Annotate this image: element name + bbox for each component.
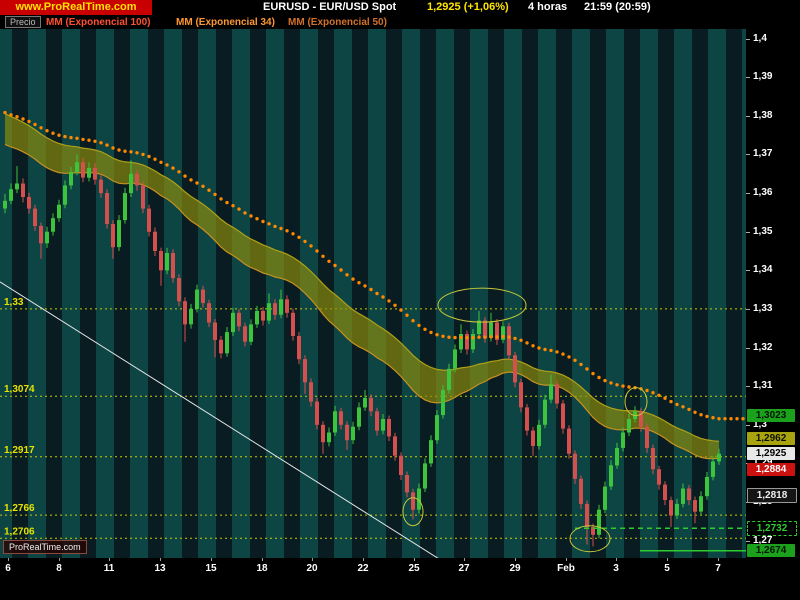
y-tick-mark <box>746 541 750 542</box>
price-badge: 1,2925 <box>747 447 795 460</box>
y-tick-mark <box>746 232 750 233</box>
x-axis-label: 22 <box>357 563 369 574</box>
last-price-change: 1,2925 (+1,06%) <box>427 1 509 13</box>
y-axis-label: 1,4 <box>753 33 767 44</box>
x-tick-mark <box>566 558 567 561</box>
y-tick-mark <box>746 386 750 387</box>
svg-text:1,2917: 1,2917 <box>4 445 35 456</box>
y-tick-mark <box>746 270 750 271</box>
price-badge: 1,2818 <box>747 488 797 503</box>
x-tick-mark <box>464 558 465 561</box>
price-chart[interactable]: 1,33 1,3074 1,2917 1,2766 1,2706 <box>0 29 746 558</box>
x-axis-label: 7 <box>715 563 721 574</box>
svg-text:1,2766: 1,2766 <box>4 503 35 514</box>
price-panel-label: Precio <box>5 16 41 28</box>
x-tick-mark <box>667 558 668 561</box>
x-tick-mark <box>160 558 161 561</box>
y-axis-label: 1,39 <box>753 71 773 82</box>
x-axis-label: 20 <box>306 563 318 574</box>
legend-ema-34[interactable]: MM (Exponencial 34) <box>176 17 275 28</box>
y-tick-mark <box>746 309 750 310</box>
brand-link[interactable]: www.ProRealTime.com <box>0 0 152 15</box>
x-axis-label: 15 <box>205 563 217 574</box>
x-axis-label: 29 <box>509 563 521 574</box>
stripes-layer <box>12 29 742 558</box>
price-badge: 1,2732 <box>747 521 797 536</box>
y-axis-label: 1,32 <box>753 342 773 353</box>
timeframe-label: 4 horas <box>528 1 568 13</box>
y-tick-mark <box>746 193 750 194</box>
x-tick-mark <box>616 558 617 561</box>
price-axis[interactable]: 1,4 1,39 1,38 1,37 1,36 1,35 1,34 1,33 1,32 1,31 1… <box>746 0 800 600</box>
price-badge: 1,2962 <box>747 432 795 445</box>
trendline[interactable] <box>0 281 448 558</box>
y-axis-label: 1,27 <box>753 535 773 546</box>
x-axis-label: 18 <box>256 563 268 574</box>
y-tick-mark <box>746 425 750 426</box>
price-badge: 1,2674 <box>747 544 795 557</box>
x-axis-label: 6 <box>5 563 11 574</box>
x-tick-mark <box>515 558 516 561</box>
svg-text:1,3074: 1,3074 <box>4 384 35 395</box>
y-axis-label: 1,34 <box>753 264 773 275</box>
legend-ema-50[interactable]: MM (Exponencial 50) <box>288 17 387 28</box>
svg-text:1,33: 1,33 <box>4 297 24 308</box>
y-axis-label: 1,29 <box>753 457 772 468</box>
price-badge: 1,3023 <box>747 409 795 422</box>
x-tick-mark <box>211 558 212 561</box>
y-tick-mark <box>746 348 750 349</box>
y-axis-label: 1,36 <box>753 187 773 198</box>
ema-band <box>4 113 720 460</box>
x-tick-mark <box>109 558 110 561</box>
x-tick-mark <box>262 558 263 561</box>
y-axis-label: 1,31 <box>753 380 773 391</box>
watermark-link[interactable]: ProRealTime.com <box>3 540 87 554</box>
x-axis-label: 5 <box>664 563 670 574</box>
levels-layer: 1,33 1,3074 1,2917 1,2766 1,2706 <box>0 297 746 539</box>
y-tick-mark <box>746 77 750 78</box>
support-lines <box>575 527 746 552</box>
y-axis-label: 1,38 <box>753 110 773 121</box>
y-tick-mark <box>746 39 750 40</box>
y-tick-mark <box>746 154 750 155</box>
x-axis-label: 8 <box>56 563 62 574</box>
x-tick-mark <box>414 558 415 561</box>
price-badge: 1,2884 <box>747 463 795 476</box>
y-axis-label: 1,35 <box>753 226 773 237</box>
time-axis[interactable]: 6 8 11 13 15 18 20 22 25 27 29 Feb 3 5 7 <box>0 558 746 600</box>
x-tick-mark <box>312 558 313 561</box>
x-tick-mark <box>8 558 9 561</box>
annotations-layer[interactable] <box>402 287 648 553</box>
x-tick-mark <box>718 558 719 561</box>
x-axis-label: Feb <box>557 563 575 574</box>
x-axis-label: 13 <box>154 563 166 574</box>
y-axis-label: 1,3 <box>753 419 767 430</box>
y-axis-label: 1,33 <box>753 303 773 314</box>
x-axis-label: 27 <box>458 563 470 574</box>
x-tick-mark <box>363 558 364 561</box>
x-axis-label: 11 <box>103 563 115 574</box>
y-axis-label: 1,37 <box>753 148 773 159</box>
y-tick-mark <box>746 116 750 117</box>
title-bar: www.ProRealTime.com EURUSD - EUR/USD Spo… <box>0 0 800 15</box>
x-tick-mark <box>59 558 60 561</box>
x-axis-label: 3 <box>613 563 619 574</box>
svg-text:1,2706: 1,2706 <box>4 526 35 537</box>
clock-label: 21:59 (20:59) <box>584 1 651 13</box>
legend-ema-100[interactable]: MM (Exponencial 100) <box>46 17 151 28</box>
candles-layer <box>3 154 721 547</box>
instrument-title: EURUSD - EUR/USD Spot <box>263 1 397 13</box>
legend-bar: Precio MM (Exponencial 100) MM (Exponenc… <box>0 15 800 29</box>
x-axis-label: 25 <box>408 563 420 574</box>
